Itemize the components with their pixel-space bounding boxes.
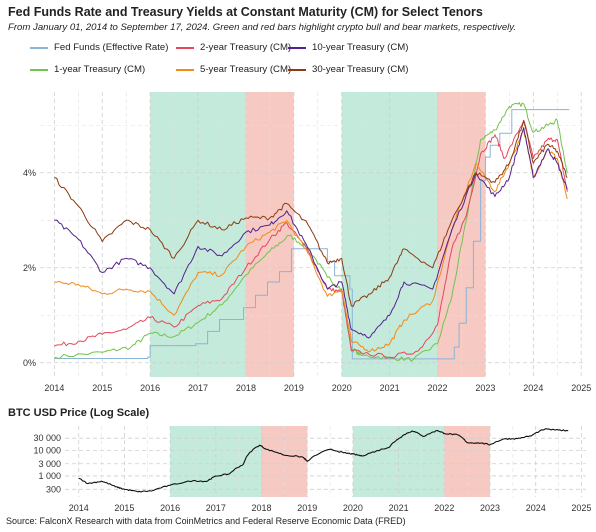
y-tick-label: 30 000 <box>33 433 61 443</box>
x-tick-label: 2018 <box>252 503 272 513</box>
chart-subtitle: From January 01, 2014 to September 17, 2… <box>8 22 517 33</box>
legend-label: 2-year Treasury (CM) <box>200 42 292 53</box>
y-tick-label: 2% <box>23 263 36 273</box>
x-tick-label: 2020 <box>332 383 352 393</box>
legend-swatch <box>288 46 306 49</box>
x-tick-label: 2021 <box>389 503 409 513</box>
series-line-10-year-treasury-cm <box>54 127 568 339</box>
x-tick-label: 2016 <box>160 503 180 513</box>
x-tick-label: 2014 <box>69 503 89 513</box>
legend-label: 10-year Treasury (CM) <box>312 42 409 53</box>
x-tick-label: 2017 <box>188 383 208 393</box>
btc-chart-title: BTC USD Price (Log Scale) <box>8 407 150 419</box>
y-tick-label: 0% <box>23 358 36 368</box>
x-tick-label: 2020 <box>343 503 363 513</box>
x-tick-label: 2023 <box>475 383 495 393</box>
x-tick-label: 2022 <box>434 503 454 513</box>
treasury-yields-plot: 2014 2015 2016 2017 2018 2019 2020 2021 2022 2023… <box>23 92 591 393</box>
source-note: Source: FalconX Research with data from … <box>6 516 406 526</box>
x-tick-label: 2023 <box>480 503 500 513</box>
series-line-30-year-treasury-cm <box>54 120 568 307</box>
x-tick-label: 2016 <box>140 383 160 393</box>
legend: Fed Funds (Effective Rate) 2-year Treasu… <box>30 42 450 80</box>
x-tick-label: 2022 <box>428 383 448 393</box>
legend-item-2y: 2-year Treasury (CM) <box>176 42 291 53</box>
x-tick-label: 2025 <box>571 383 591 393</box>
y-tick-label: 300 <box>46 484 61 494</box>
series-line-2-year-treasury-cm <box>54 120 568 359</box>
legend-swatch <box>288 68 306 71</box>
x-tick-label: 2025 <box>571 503 591 513</box>
legend-swatch <box>30 68 48 71</box>
x-tick-label: 2014 <box>44 383 64 393</box>
x-tick-label: 2015 <box>114 503 134 513</box>
series-line-fed-funds-effective-rate <box>54 109 570 360</box>
legend-swatch <box>176 46 194 49</box>
chart-title: Fed Funds Rate and Treasury Yields at Co… <box>8 5 483 19</box>
legend-label: Fed Funds (Effective Rate) <box>54 42 169 53</box>
series-line-btc-usd <box>78 428 569 493</box>
y-tick-label: 1 000 <box>38 471 61 481</box>
legend-swatch <box>176 68 194 71</box>
legend-label: 30-year Treasury (CM) <box>312 64 409 75</box>
btc-price-plot: 2014 2015 2016 2017 2018 2019 2020 2021 2022 2023… <box>33 426 591 513</box>
x-tick-label: 2024 <box>523 383 543 393</box>
y-tick-label: 10 000 <box>33 445 61 455</box>
legend-item-1y: 1-year Treasury (CM) <box>30 64 145 75</box>
legend-item-5y: 5-year Treasury (CM) <box>176 64 291 75</box>
legend-label: 5-year Treasury (CM) <box>200 64 292 75</box>
legend-item-fed-funds: Fed Funds (Effective Rate) <box>30 42 168 53</box>
legend-label: 1-year Treasury (CM) <box>54 64 146 75</box>
legend-item-30y: 30-year Treasury (CM) <box>288 64 409 75</box>
x-tick-label: 2019 <box>297 503 317 513</box>
x-tick-label: 2021 <box>380 383 400 393</box>
y-tick-label: 4% <box>23 168 36 178</box>
legend-item-10y: 10-year Treasury (CM) <box>288 42 409 53</box>
x-tick-label: 2024 <box>526 503 546 513</box>
x-tick-label: 2015 <box>92 383 112 393</box>
x-tick-label: 2017 <box>206 503 226 513</box>
y-tick-label: 3 000 <box>38 459 61 469</box>
x-tick-label: 2018 <box>236 383 256 393</box>
series-line-5-year-treasury-cm <box>54 129 568 353</box>
legend-swatch <box>30 46 48 49</box>
x-tick-label: 2019 <box>284 383 304 393</box>
